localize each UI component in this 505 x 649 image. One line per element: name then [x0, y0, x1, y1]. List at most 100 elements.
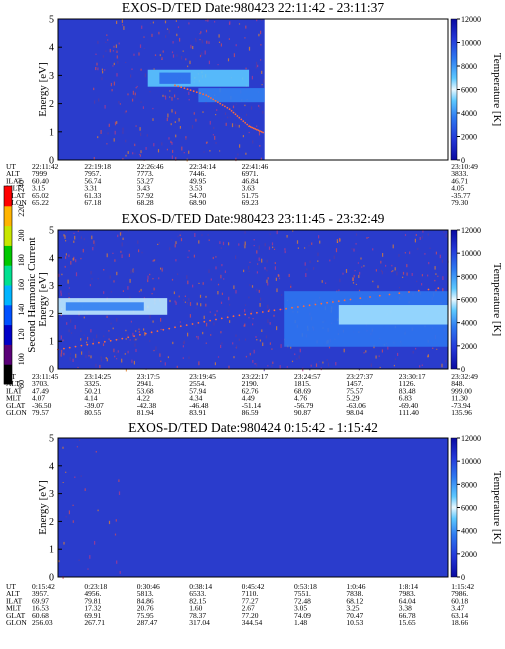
- panel2-noise-speck: [161, 267, 163, 269]
- panel1-noise-speck: [122, 24, 124, 26]
- panel1-noise-speck: [157, 149, 160, 153]
- panel2-noise-speck: [442, 276, 444, 280]
- panel2-orbit-value: 62.76: [242, 386, 259, 395]
- panel2-orbit-value: 23:32:49: [451, 372, 478, 381]
- panel1-noise-speck: [122, 127, 124, 131]
- panel2-noise-speck: [284, 250, 286, 254]
- panel1-noise-speck: [132, 90, 134, 95]
- panel2-noise-speck: [70, 332, 73, 334]
- panel1-noise-speck: [143, 48, 145, 49]
- panel3-orbit-value: 7986.: [451, 589, 468, 598]
- panel2-noise-speck: [137, 336, 139, 340]
- panel3-orbit-value: 77.20: [242, 611, 259, 620]
- panel2-noise-speck: [352, 282, 355, 284]
- panel3-orbit-value: 60.18: [451, 596, 468, 605]
- panel2-noise-speck: [252, 360, 254, 363]
- panel1-orbit-value: 7773.: [137, 169, 154, 178]
- panel2-orbit-value: 4.07: [32, 394, 45, 403]
- panel2-noise-speck: [147, 275, 149, 279]
- panel1-noise-speck: [113, 45, 115, 48]
- panel2-noise-speck: [114, 259, 116, 262]
- panel2-noise-speck: [298, 355, 300, 359]
- panel2-orbit-value: 2554.: [189, 379, 206, 388]
- panel1-noise-speck: [162, 50, 164, 53]
- panel2-noise-speck: [69, 353, 72, 355]
- panel2-noise-speck: [151, 293, 153, 295]
- panel2-noise-speck: [421, 274, 423, 277]
- panel2-noise-speck: [68, 292, 70, 295]
- panel2-noise-speck: [103, 291, 105, 294]
- panel2-orbit-value: 2190.: [242, 379, 259, 388]
- panel1-trace-point: [256, 128, 258, 131]
- panel1-cbtick-label: 6000: [461, 86, 477, 95]
- panel2-noise-speck: [415, 234, 417, 236]
- panel2-frame: [57, 229, 449, 370]
- panel2-noise-speck: [118, 337, 120, 341]
- panel2-noise-speck: [258, 289, 260, 293]
- panel1-orbit-value: 7999: [32, 169, 47, 178]
- panel2-trace-point: [369, 296, 371, 298]
- panel1-noise-speck: [177, 26, 180, 29]
- panel2-noise-speck: [275, 277, 277, 281]
- panel2-noise-speck: [325, 282, 327, 284]
- panel2-trace-point: [232, 315, 235, 318]
- panel2-noise-speck: [92, 247, 94, 251]
- panel1-noise-speck: [153, 68, 155, 70]
- panel2-noise-speck: [353, 274, 355, 278]
- panel2-noise-speck: [255, 336, 257, 338]
- panel3-noise-speck: [78, 559, 80, 561]
- side-colorbar-segment: [4, 225, 12, 246]
- panel3-colorbar-label: Temperature [K]: [491, 471, 503, 544]
- panel2-noise-speck: [339, 278, 341, 283]
- panel1-noise-speck: [175, 157, 177, 161]
- panel3-orbit-value: 1:0:46: [346, 582, 365, 591]
- panel2-cbtick-label: 8000: [461, 272, 477, 281]
- panel2-noise-speck: [317, 260, 319, 262]
- panel2-noise-speck: [188, 356, 190, 359]
- panel1-trace-point: [192, 90, 195, 93]
- panel1-noise-speck: [205, 142, 208, 144]
- panel2-noise-speck: [326, 359, 328, 362]
- panel1-noise-speck: [113, 81, 115, 86]
- panel2-noise-speck: [302, 367, 304, 372]
- panel2-noise-speck: [174, 300, 176, 303]
- panel2-noise-speck: [133, 360, 135, 365]
- panel2-trace-point: [203, 320, 206, 323]
- panel2-noise-speck: [406, 272, 408, 276]
- panel1-noise-speck: [96, 62, 98, 66]
- panel2-noise-speck: [141, 251, 143, 254]
- panel2-noise-speck: [192, 284, 194, 288]
- panel2-noise-speck: [327, 362, 330, 367]
- panel2-band-4: [338, 305, 448, 325]
- side-colorbar-tick-label: 220: [17, 205, 26, 217]
- panel3-noise-speck: [72, 520, 74, 523]
- panel2-noise-speck: [286, 235, 288, 238]
- panel1-noise-speck: [185, 58, 187, 61]
- panel1-noise-speck: [242, 135, 244, 138]
- panel2-noise-speck: [220, 247, 222, 249]
- panel1-noise-speck: [98, 98, 100, 102]
- panel2-trace-point: [185, 324, 188, 326]
- panel1-noise-speck: [245, 113, 248, 116]
- panel2-noise-speck: [117, 234, 119, 238]
- panel3-noise-speck: [84, 488, 86, 491]
- panel2-orbit-value: 23:30:17: [399, 372, 426, 381]
- panel2-noise-speck: [266, 279, 268, 283]
- panel1-colorbar: [450, 18, 458, 161]
- panel2-orbit-value: 50.21: [84, 386, 101, 395]
- panel2-trace-point: [398, 292, 401, 295]
- panel1-noise-speck: [256, 61, 258, 66]
- panel2-noise-speck: [279, 365, 281, 369]
- panel1-noise-speck: [209, 120, 211, 125]
- panel2-noise-speck: [75, 272, 78, 277]
- panel2-noise-speck: [268, 308, 270, 311]
- panel2-noise-speck: [189, 302, 192, 306]
- panel2-noise-speck: [121, 231, 123, 235]
- panel2-noise-speck: [380, 260, 382, 264]
- panel2-noise-speck: [217, 291, 219, 295]
- panel3-orbit-value: 20.76: [137, 604, 154, 613]
- panel2-noise-speck: [176, 365, 178, 368]
- panel2-noise-speck: [304, 262, 306, 266]
- panel2-noise-speck: [335, 248, 338, 253]
- panel1-noise-speck: [159, 54, 161, 57]
